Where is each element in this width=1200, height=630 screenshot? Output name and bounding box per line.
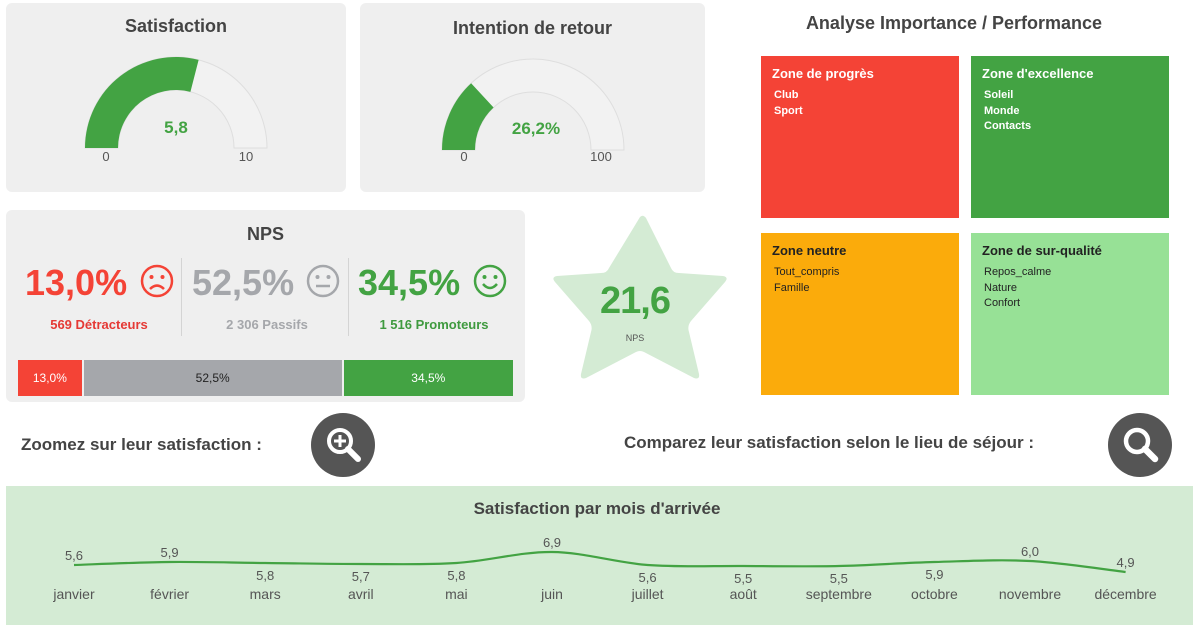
zone-title: Zone de sur-qualité: [982, 243, 1102, 258]
data-label: 5,9: [925, 567, 943, 582]
zone-item: Club: [774, 89, 799, 101]
month-tick-label: juin: [540, 586, 563, 602]
month-tick-label: mai: [445, 586, 468, 602]
zone-excellence[interactable]: Zone d'excellence Soleil Monde Contacts: [971, 56, 1169, 218]
zone-item: Nature: [984, 281, 1018, 294]
detractors-bar-segment: 13,0%: [18, 360, 82, 396]
divider: [181, 258, 182, 336]
zone-item: Tout_compris: [774, 266, 840, 278]
gauge-value: 26,2%: [512, 119, 560, 138]
smiley-face-icon: [473, 264, 507, 298]
zone-title: Zone d'excellence: [982, 66, 1094, 81]
passives-percent: 52,5%: [192, 262, 295, 303]
nps-score-value: 21,6: [600, 280, 670, 322]
ipa-title: Analyse Importance / Performance: [805, 13, 1103, 33]
gauge-min-label: 0: [460, 149, 467, 164]
month-tick-label: novembre: [999, 586, 1061, 602]
gauge-value: 5,8: [164, 118, 188, 137]
month-tick-label: avril: [348, 586, 374, 602]
search-icon: [1123, 427, 1159, 463]
data-label: 5,8: [447, 568, 465, 583]
zoom-in-icon: [327, 428, 361, 462]
nps-score-label: NPS: [626, 333, 645, 343]
month-tick-label: mars: [250, 586, 281, 602]
data-label: 5,6: [639, 570, 657, 585]
data-label: 5,9: [161, 545, 179, 560]
zone-neutre[interactable]: Zone neutre Tout_compris Famille: [761, 233, 959, 395]
zone-progres[interactable]: Zone de progrès Club Sport: [761, 56, 959, 218]
zone-item: Repos_calme: [984, 266, 1052, 278]
data-label: 5,8: [256, 568, 274, 583]
data-label: 5,5: [734, 571, 752, 586]
month-tick-label: décembre: [1094, 586, 1156, 602]
satisfaction-gauge: 5,8 0 10: [84, 56, 268, 164]
chart-title: Satisfaction par mois d'arrivée: [474, 499, 721, 518]
month-tick-label: février: [150, 586, 189, 602]
promoters-percent: 34,5%: [358, 262, 461, 303]
gauge-fill: [85, 57, 199, 148]
zone-item: Contacts: [984, 120, 1032, 132]
detractors-count: 569 Détracteurs: [50, 317, 148, 332]
gauge-min-label: 0: [102, 149, 109, 164]
monthly-satisfaction-panel: Satisfaction par mois d'arrivée 5,6 janvi…: [6, 486, 1193, 625]
zone-item: Soleil: [984, 89, 1014, 101]
zoom-satisfaction-button[interactable]: [311, 413, 375, 477]
nps-title: NPS: [246, 224, 284, 244]
gauge-max-label: 10: [239, 149, 253, 164]
passives-count: 2 306 Passifs: [226, 317, 308, 332]
zone-sur-qualite[interactable]: Zone de sur-qualité Repos_calme Nature C…: [971, 233, 1169, 395]
star-shape: [553, 215, 727, 379]
intention-title: Intention de retour: [453, 18, 612, 38]
data-label: 5,6: [65, 548, 83, 563]
zone-items: Soleil Monde Contacts: [984, 88, 1031, 135]
promoters-count: 1 516 Promoteurs: [379, 317, 489, 332]
nps-score-star: 21,6 NPS: [553, 215, 727, 379]
compare-prompt: Comparez leur satisfaction selon le lieu…: [624, 433, 1035, 452]
compare-location-button[interactable]: [1108, 413, 1172, 477]
neutral-face-icon: [306, 264, 340, 298]
data-label: 4,9: [1117, 555, 1135, 570]
zoom-prompt: Zoomez sur leur satisfaction :: [21, 435, 262, 454]
data-label: 6,9: [543, 535, 561, 550]
month-tick-label: août: [730, 586, 757, 602]
zone-items: Tout_compris Famille: [774, 265, 839, 296]
data-label: 5,5: [830, 571, 848, 586]
zone-item: Monde: [984, 104, 1020, 117]
zone-item: Sport: [774, 104, 803, 117]
sad-face-icon: [140, 264, 174, 298]
gauge-max-label: 100: [590, 149, 612, 164]
month-tick-label: juillet: [631, 586, 664, 602]
month-tick-label: octobre: [911, 586, 958, 602]
month-tick-label: janvier: [52, 586, 95, 602]
zone-title: Zone de progrès: [772, 66, 874, 81]
zone-item: Confort: [984, 297, 1021, 309]
divider: [348, 258, 349, 336]
gauge-track: [441, 58, 625, 151]
gauge-fill: [442, 83, 494, 150]
data-label: 5,7: [352, 569, 370, 584]
passives-bar-segment: 52,5%: [83, 360, 342, 396]
monthly-satisfaction-chart: Satisfaction par mois d'arrivée 5,6 janvi…: [52, 499, 1157, 602]
promoters-bar-segment: 34,5%: [343, 360, 513, 396]
satisfaction-gauge-card: Satisfaction 5,8 0 10: [6, 3, 346, 192]
series-line: [73, 550, 1126, 574]
satisfaction-title: Satisfaction: [124, 16, 228, 36]
month-tick-label: septembre: [806, 586, 872, 602]
detractors-percent: 13,0%: [25, 262, 128, 303]
zone-item: Famille: [774, 281, 810, 294]
intention-gauge: 26,2% 0 100: [441, 58, 625, 164]
data-label: 6,0: [1021, 544, 1039, 559]
intention-gauge-card: Intention de retour 26,2% 0 100: [360, 3, 705, 192]
zone-items: Club Sport: [774, 88, 803, 119]
zone-title: Zone neutre: [772, 243, 847, 258]
zone-items: Repos_calme Nature Confort: [984, 265, 1051, 312]
